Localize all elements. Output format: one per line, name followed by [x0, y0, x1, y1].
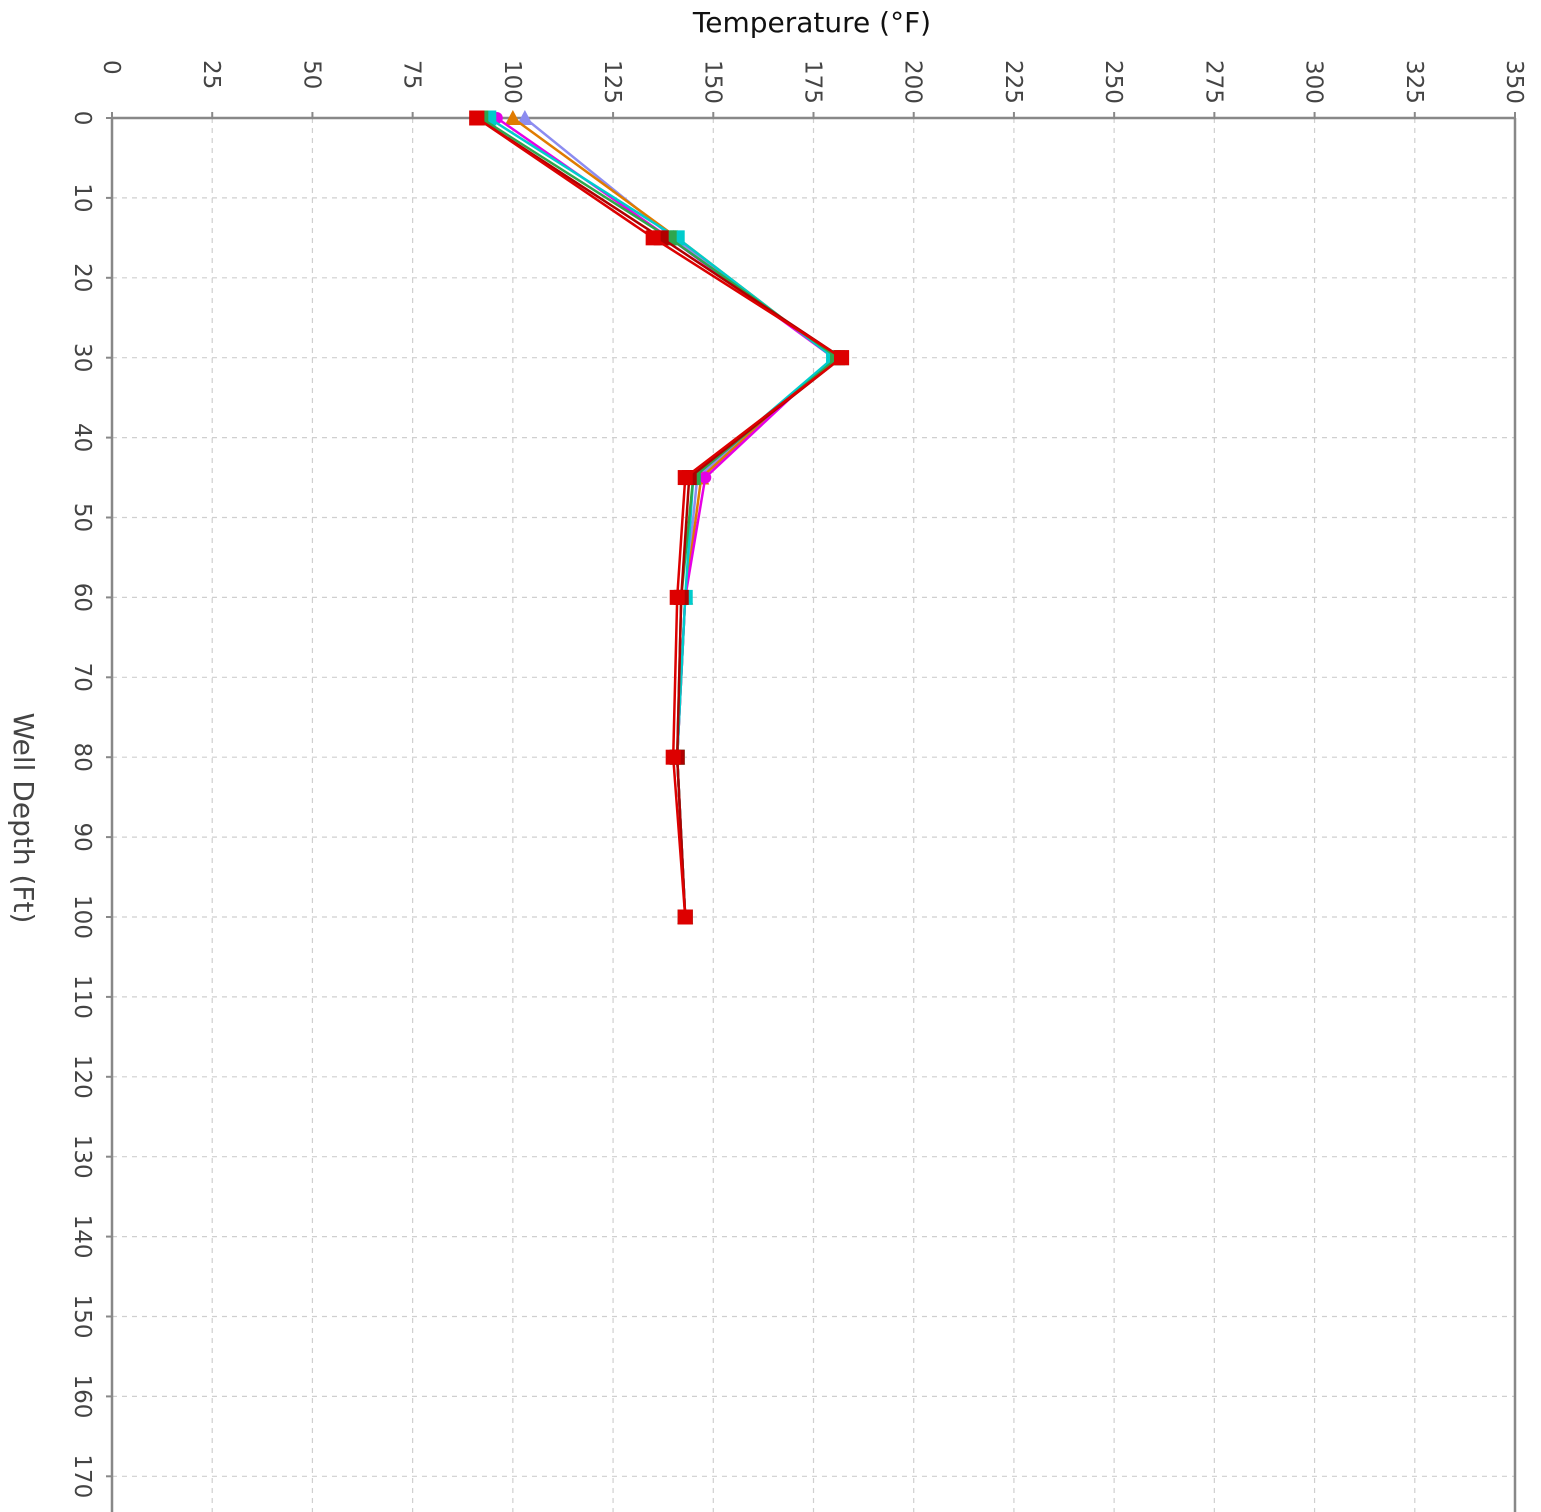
x-tick-label: 200 [900, 60, 926, 104]
y-tick-label: 120 [69, 1055, 95, 1099]
x-tick-label: 250 [1100, 60, 1126, 104]
y-tick-label: 60 [69, 583, 95, 612]
x-tick-label: 150 [699, 60, 725, 104]
data-point [677, 470, 693, 486]
grid [112, 118, 1516, 1512]
y-tick-label: 140 [69, 1215, 95, 1259]
data-point [834, 350, 850, 366]
series [469, 110, 850, 925]
y-tick-label: 100 [69, 895, 95, 939]
data-point [665, 749, 681, 765]
x-tick-label: 75 [399, 60, 425, 89]
y-tick-label: 90 [69, 822, 95, 851]
x-tick-label: 50 [298, 60, 324, 89]
data-point [669, 589, 685, 605]
y-tick-label: 0 [69, 111, 95, 126]
x-tick-label: 350 [1501, 60, 1527, 104]
y-tick-label: 110 [69, 975, 95, 1019]
data-point [699, 471, 712, 484]
y-tick-label: 40 [69, 423, 95, 452]
data-point [645, 230, 661, 246]
tick-labels: 0 25 50 75 100 125 150 175 200 225 250 275 300 325 350… [69, 60, 1527, 1498]
data-point [677, 909, 693, 925]
y-tick-label: 10 [69, 183, 95, 212]
y-tick-label: 50 [69, 503, 95, 532]
x-tick-label: 0 [98, 60, 124, 75]
x-tick-label: 175 [800, 60, 826, 104]
x-tick-label: 275 [1200, 60, 1226, 104]
x-tick-label: 325 [1401, 60, 1427, 104]
y-tick-label: 20 [69, 263, 95, 292]
x-tick-label: 100 [499, 60, 525, 104]
y-tick-label: 170 [69, 1454, 95, 1498]
series-7 [469, 110, 850, 925]
y-tick-label: 30 [69, 343, 95, 372]
x-tick-label: 25 [198, 60, 224, 89]
y-tick-label: 70 [69, 663, 95, 692]
y-tick-label: 160 [69, 1374, 95, 1418]
x-tick-label: 225 [1000, 60, 1026, 104]
x-tick-label: 300 [1301, 60, 1327, 104]
y-tick-label: 130 [69, 1135, 95, 1179]
x-tick-label: 125 [599, 60, 625, 104]
x-axis-title: Temperature (°F) [692, 6, 931, 39]
data-point [504, 110, 521, 125]
y-tick-label: 80 [69, 743, 95, 772]
data-point [469, 110, 485, 126]
y-tick-label: 150 [69, 1295, 95, 1339]
axes [106, 112, 1517, 1512]
y-axis-title: Well Depth (Ft) [7, 713, 40, 924]
data-point [516, 110, 533, 125]
